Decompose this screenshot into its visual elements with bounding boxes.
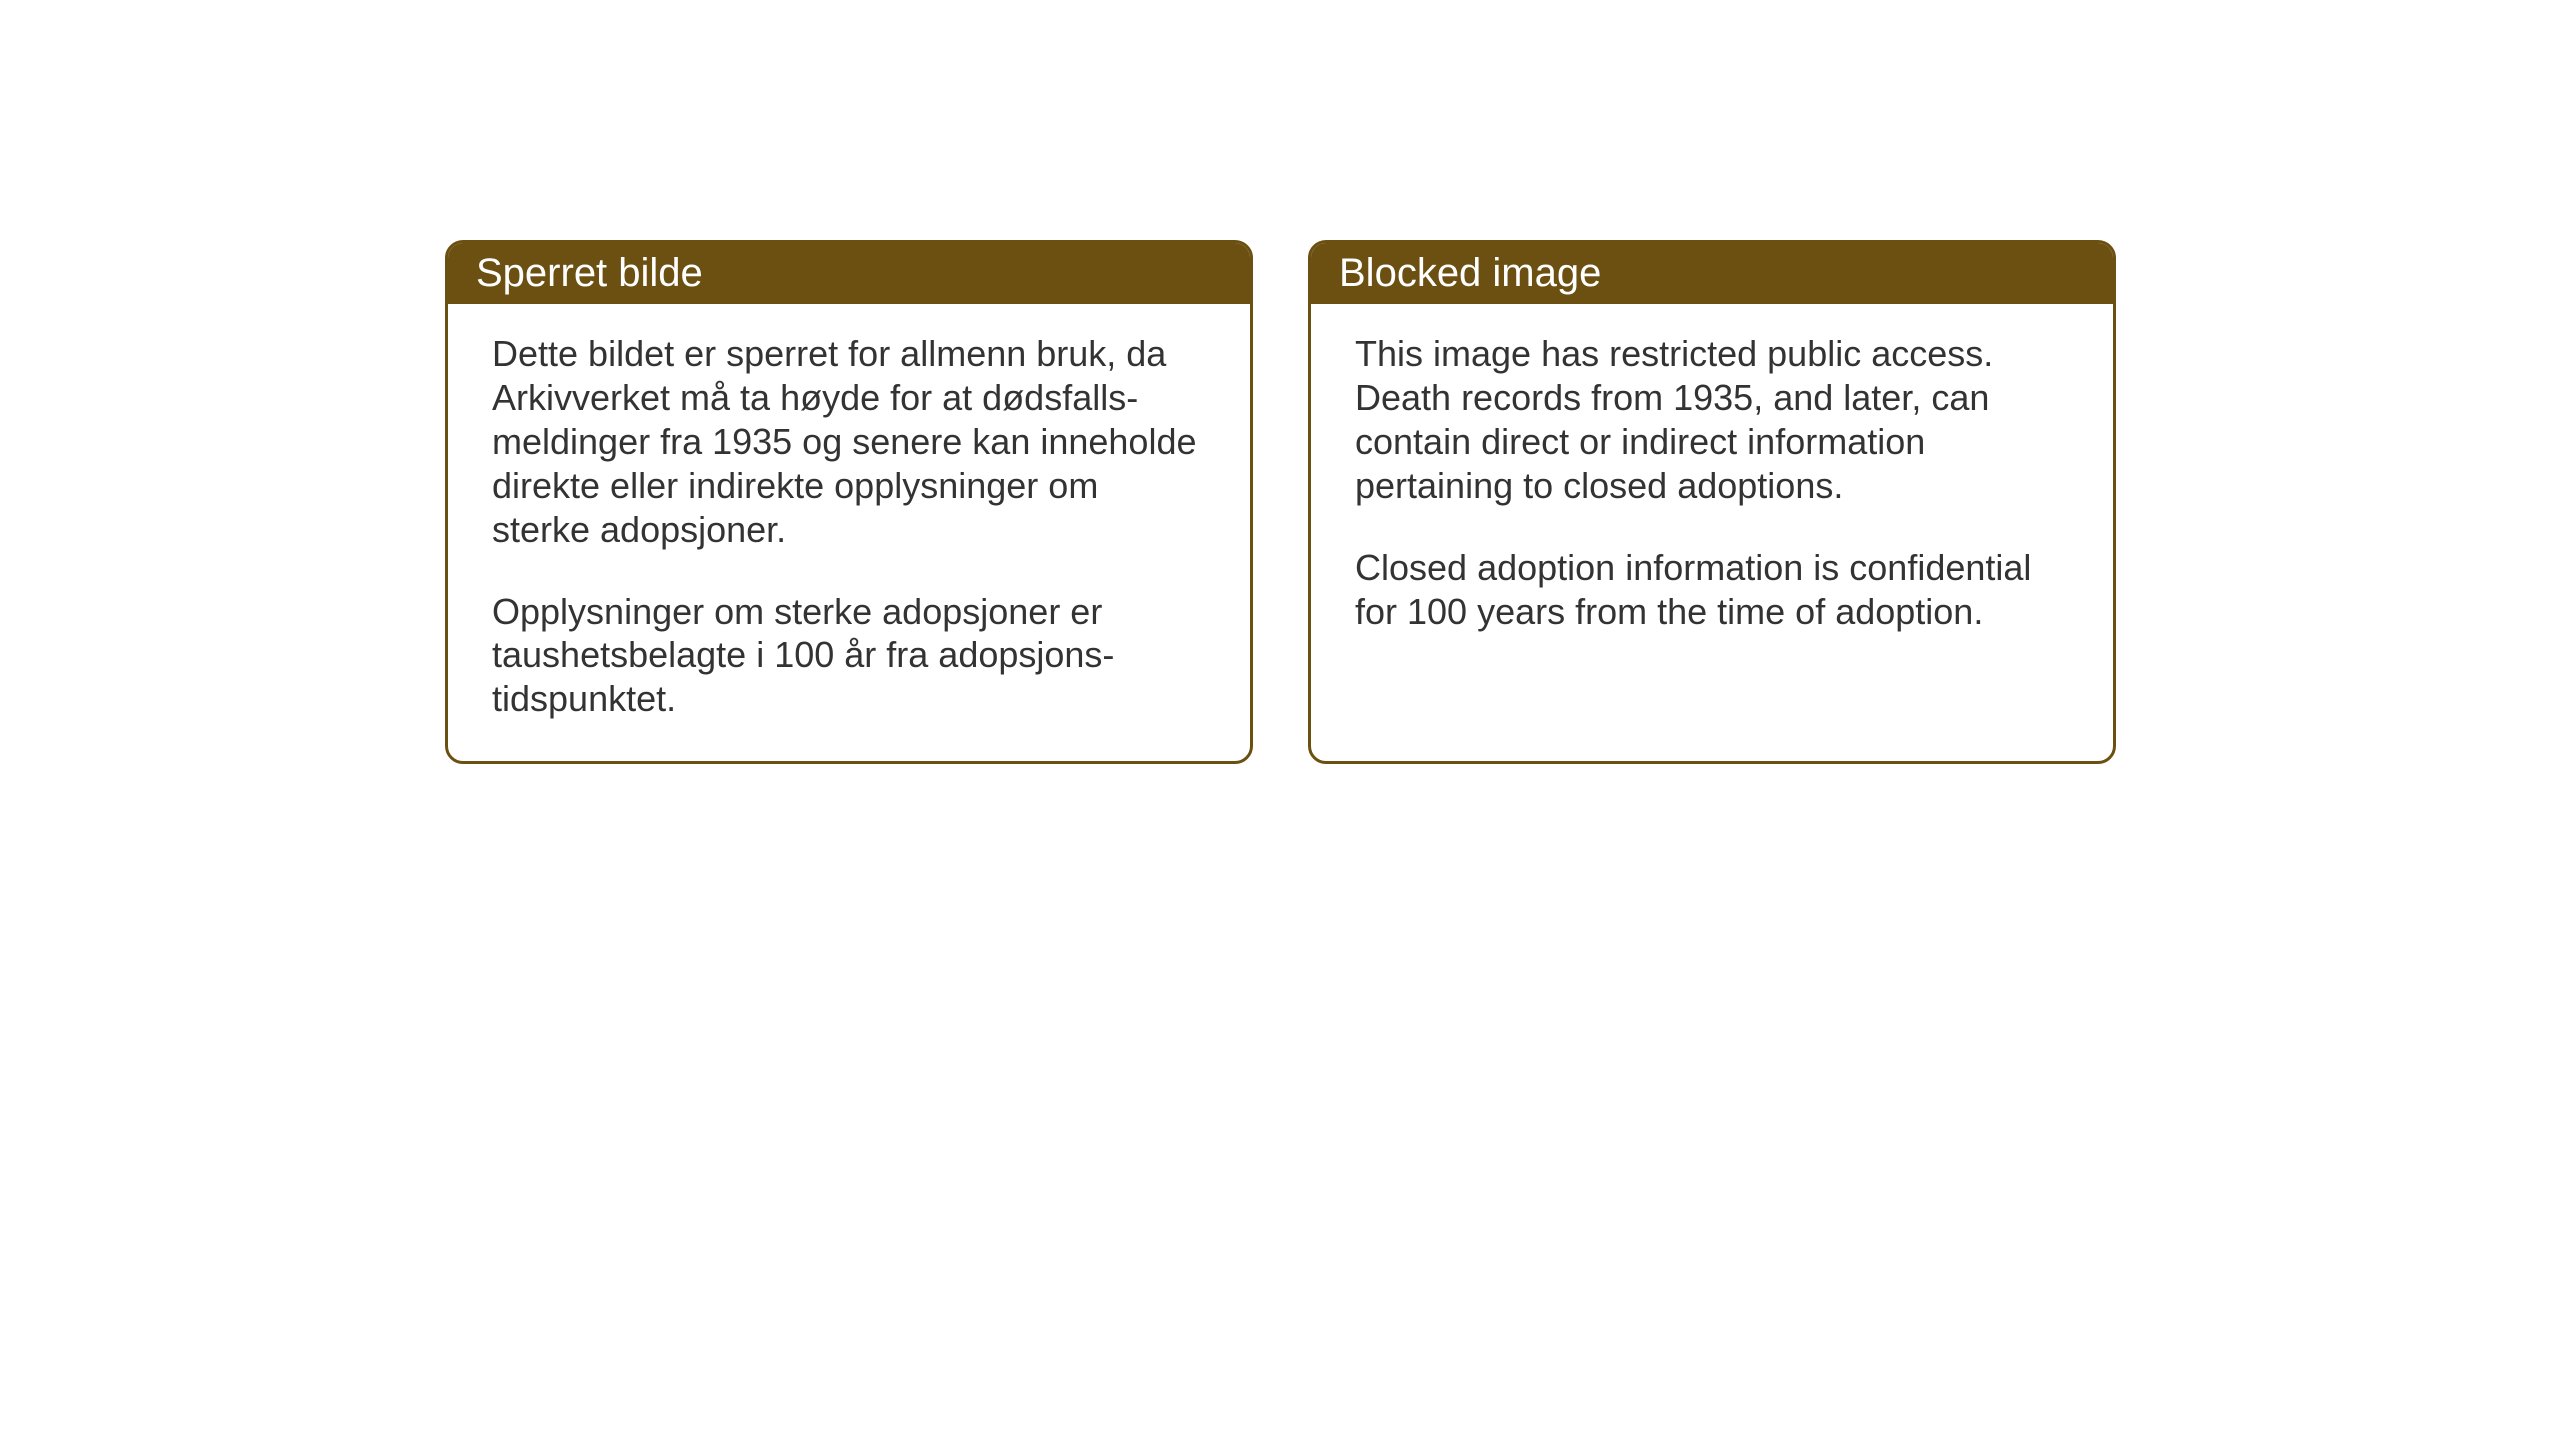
english-paragraph-1: This image has restricted public access.…	[1355, 332, 2069, 508]
norwegian-card-body: Dette bildet er sperret for allmenn bruk…	[448, 304, 1250, 761]
norwegian-card-title: Sperret bilde	[476, 251, 703, 295]
english-notice-card: Blocked image This image has restricted …	[1308, 240, 2116, 764]
english-card-body: This image has restricted public access.…	[1311, 304, 2113, 744]
norwegian-paragraph-2: Opplysninger om sterke adopsjoner er tau…	[492, 590, 1206, 722]
norwegian-paragraph-1: Dette bildet er sperret for allmenn bruk…	[492, 332, 1206, 552]
norwegian-notice-card: Sperret bilde Dette bildet er sperret fo…	[445, 240, 1253, 764]
english-card-header: Blocked image	[1311, 243, 2113, 304]
english-card-title: Blocked image	[1339, 251, 1601, 295]
english-paragraph-2: Closed adoption information is confident…	[1355, 546, 2069, 634]
notice-container: Sperret bilde Dette bildet er sperret fo…	[445, 240, 2116, 764]
norwegian-card-header: Sperret bilde	[448, 243, 1250, 304]
